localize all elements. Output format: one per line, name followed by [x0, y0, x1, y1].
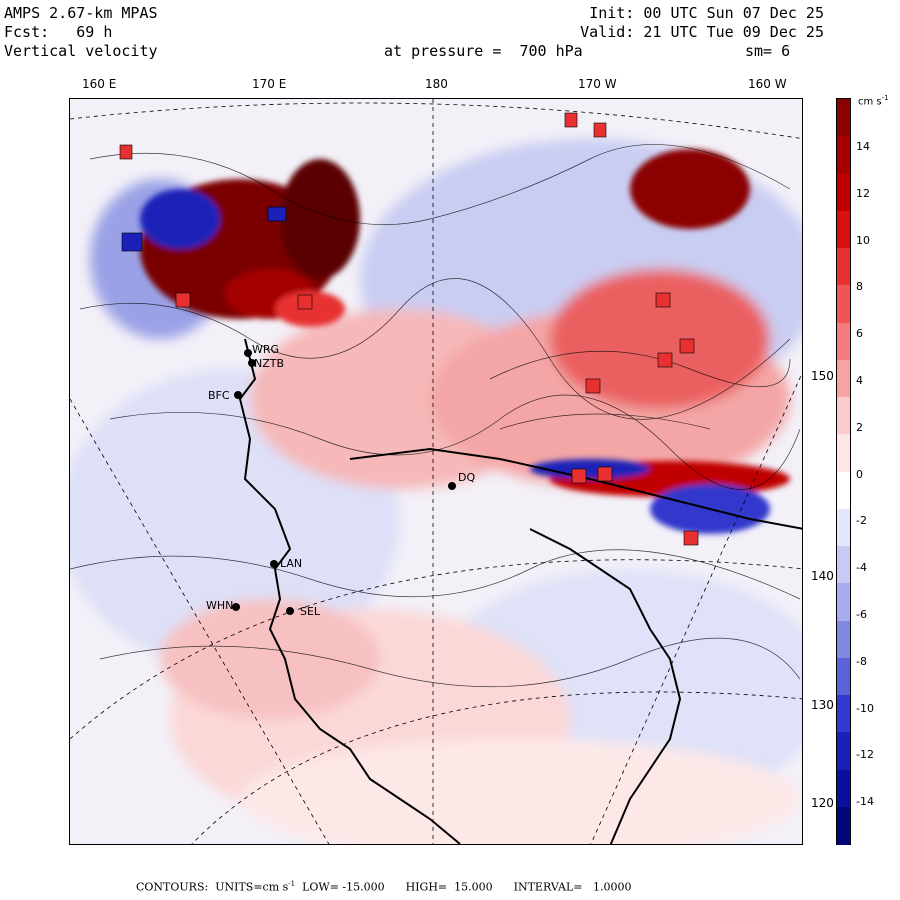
colorbar-segment	[837, 695, 850, 733]
footer-range: LOW= -15.000 HIGH= 15.000 INTERVAL= 1.00…	[295, 880, 632, 894]
colorbar-segment	[837, 434, 850, 472]
colorbar-tick-label: 6	[856, 327, 863, 341]
colorbar-segment	[837, 397, 850, 435]
colorbar-segment	[837, 359, 850, 398]
header-left: AMPS 2.67-km MPAS Fcst: 69 h Vertical ve…	[4, 4, 158, 61]
colorbar-tick-label: -10	[856, 701, 874, 715]
lon-label: 160 E	[82, 77, 117, 91]
header-right: Init: 00 UTC Sun 07 Dec 25 Valid: 21 UTC…	[580, 4, 824, 42]
colorbar-tick-label: -6	[856, 608, 867, 621]
colorbar-tick-label: -12	[856, 748, 874, 762]
colorbar-segment	[837, 620, 850, 659]
field-name: Vertical velocity	[4, 42, 158, 60]
colorbar-segment	[837, 285, 850, 323]
station-markers	[232, 349, 456, 615]
colorbar-segment	[837, 248, 850, 286]
graticule	[70, 99, 802, 844]
lon-label: 160 W	[748, 77, 787, 91]
valid-time: Valid: 21 UTC Tue 09 Dec 25	[580, 23, 824, 41]
lon-label: 180	[425, 77, 448, 91]
model-name: AMPS 2.67-km MPAS	[4, 4, 158, 22]
colorbar-tick-label: 0	[856, 467, 863, 481]
colorbar-tick-label: 12	[856, 186, 870, 200]
footer-exp: -1	[288, 880, 296, 888]
forecast-hour: Fcst: 69 h	[4, 23, 113, 41]
station-label: BFC	[208, 389, 230, 402]
pressure-level: at pressure = 700 hPa	[384, 42, 583, 60]
colorbar-tick-label: 14	[856, 140, 870, 153]
colorbar-segment	[837, 508, 850, 547]
colorbar-segment	[837, 210, 850, 249]
colorbar-segment	[837, 173, 850, 212]
colorbar-segment	[837, 136, 850, 174]
lon-label: 170 E	[252, 77, 287, 91]
colorbar-tick-label: -8	[856, 654, 867, 668]
colorbar-segment	[837, 471, 850, 510]
colorbar-tick-label: 8	[856, 280, 863, 294]
contour-lines	[70, 144, 801, 688]
colorbar-segment	[837, 732, 850, 770]
colorbar-tick-label: -2	[856, 514, 867, 528]
colorbar-segment	[837, 322, 850, 361]
colorbar-unit-text: cm s	[858, 96, 882, 108]
colorbar-segment	[837, 99, 850, 137]
colorbar-segment	[837, 769, 850, 808]
colorbar-unit: cm s-1	[858, 94, 889, 107]
station-label: DQ	[458, 471, 476, 484]
coastline	[238, 338, 802, 844]
station-label: NZTB	[254, 357, 285, 370]
colorbar-unit-exp: -1	[881, 94, 889, 102]
colorbar-tick-label: 2	[856, 420, 863, 434]
colorbar-tick-label: 4	[856, 374, 863, 387]
lon-label: 170 W	[578, 77, 617, 91]
colorbar-tick-label: -14	[856, 795, 874, 809]
vertical-velocity-map: WRG NZTB BFC LAN WHN SEL DQ	[69, 98, 803, 845]
colorbar-segment	[837, 657, 850, 696]
colorbar-segment	[837, 806, 850, 845]
station-label: LAN	[280, 557, 303, 570]
station-label: SEL	[300, 605, 321, 618]
smoothing-label: sm= 6	[745, 42, 791, 60]
colorbar-segment	[837, 546, 850, 584]
value-markers	[119, 112, 699, 546]
map-graphic	[70, 99, 802, 844]
station-label: WRG	[252, 343, 280, 356]
station-label: WHN	[206, 599, 234, 612]
footer-contours: CONTOURS: UNITS=cm s	[136, 880, 289, 894]
colorbar-tick-label: 10	[856, 233, 870, 247]
init-time: Init: 00 UTC Sun 07 Dec 25	[589, 4, 824, 22]
contour-info: CONTOURS: UNITS=cm s-1 LOW= -15.000 HIGH…	[136, 880, 631, 894]
colorbar-segment	[837, 583, 850, 621]
colorbar-tick-label: -4	[856, 561, 867, 575]
colorbar	[836, 98, 851, 845]
